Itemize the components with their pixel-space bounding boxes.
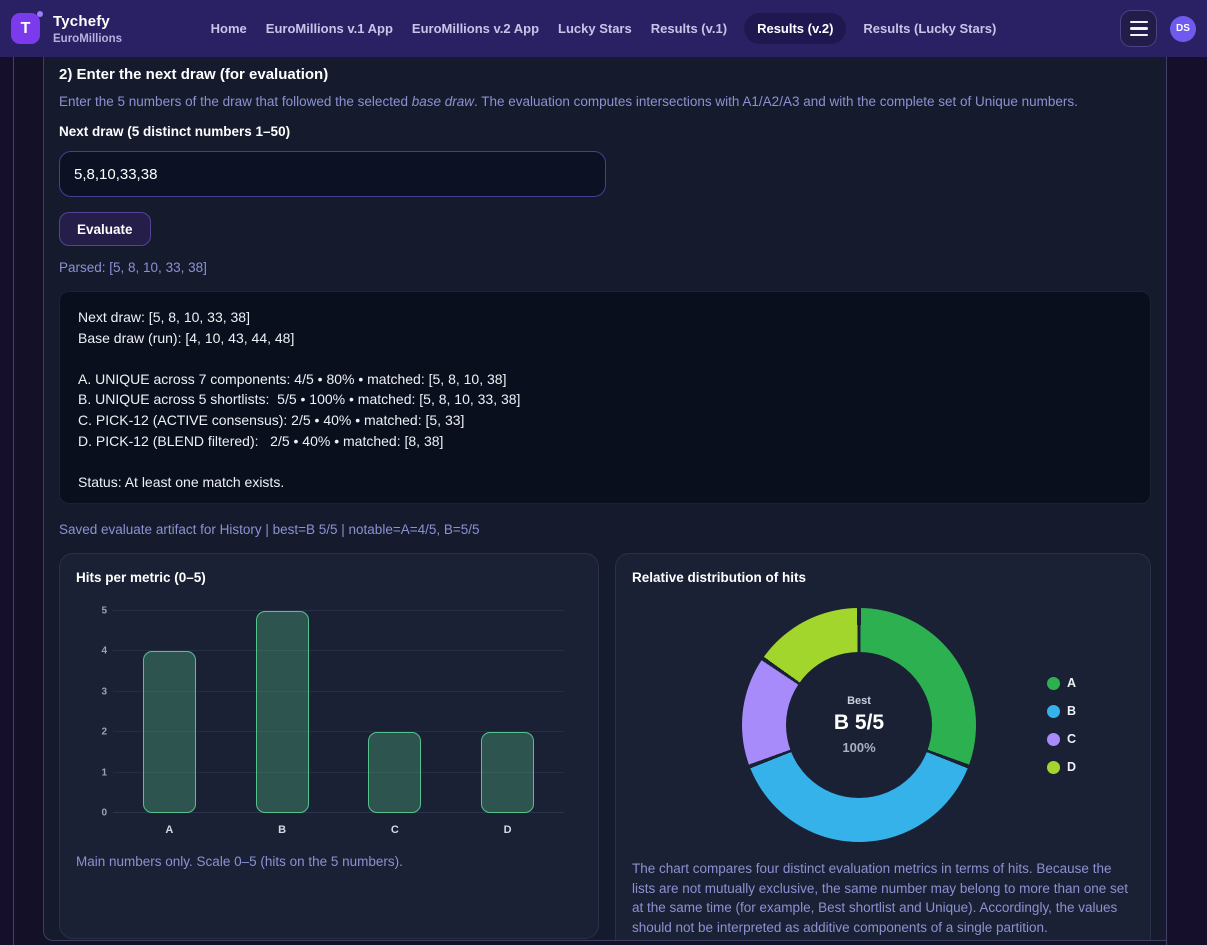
bar-chart-caption: Main numbers only. Scale 0–5 (hits on th…: [76, 854, 403, 869]
hits-bar-chart-card: Hits per metric (0–5) 0 1 2 3 4 5 A B C D Main n…: [59, 553, 599, 939]
nav-link-results-v-1-[interactable]: Results (v.1): [650, 21, 728, 36]
legend-item-c: C: [1047, 732, 1076, 746]
bar-chart-xlabels: A B C D: [113, 824, 564, 836]
hamburger-icon: [1129, 20, 1148, 24]
donut-chart-caption: The chart compares four distinct evaluat…: [632, 861, 1128, 935]
brand: T Tychefy EuroMillions: [11, 11, 122, 45]
legend-dot-b: [1047, 704, 1060, 718]
donut-center-sub-label: 100%: [842, 740, 876, 755]
evaluate-button[interactable]: Evaluate: [59, 212, 151, 246]
bar-column-b: [226, 611, 339, 813]
bar-column-c: [339, 611, 452, 813]
y-axis-tick: 1: [101, 767, 107, 779]
donut-chart: Best B 5/5 100%: [742, 608, 976, 842]
legend-label-a: A: [1067, 676, 1077, 690]
bar-chart-bars: [113, 611, 564, 813]
gridline: [113, 731, 564, 733]
legend-dot-c: [1047, 732, 1060, 746]
nav-links: Home EuroMillions v.1 App EuroMillions v.2…: [209, 0, 999, 57]
bar-chart-plot: 0 1 2 3 4 5: [101, 606, 564, 819]
donut-center-main-label: B 5/5: [833, 711, 885, 734]
x-axis-label-d: D: [503, 824, 512, 836]
brand-subtitle: EuroMillions: [53, 32, 122, 45]
bar-chart-title: Hits per metric (0–5): [76, 570, 206, 585]
base-draw-emphasis: base draw: [411, 94, 475, 109]
bar-column-a: [113, 611, 226, 813]
bar-c: [368, 732, 422, 813]
legend-label-b: B: [1067, 704, 1077, 718]
bar-column-d: [451, 611, 564, 813]
navbar: T Tychefy EuroMillions Home EuroMillions …: [0, 0, 1207, 57]
nav-link-euromillions-v-1-app[interactable]: EuroMillions v.1 App: [265, 21, 393, 36]
brand-title: Tychefy: [53, 12, 110, 30]
gridline: [113, 690, 564, 692]
nav-right: DS: [1120, 10, 1196, 47]
nav-link-lucky-stars[interactable]: Lucky Stars: [558, 21, 632, 36]
x-axis-label-a: A: [165, 824, 174, 836]
bar-d: [481, 732, 535, 813]
next-draw-input[interactable]: [59, 151, 606, 197]
distribution-donut-card: Relative distribution of hits Best B 5/5…: [615, 553, 1151, 940]
legend-label-d: D: [1067, 760, 1077, 774]
gridline: [113, 610, 564, 611]
bar-a: [142, 651, 196, 813]
legend-dot-a: [1047, 676, 1060, 690]
gridline: [113, 650, 564, 652]
nav-link-euromillions-v-2-app[interactable]: EuroMillions v.2 App: [411, 21, 540, 36]
evaluation-results-box: Next draw: [5, 8, 10, 33, 38] Base draw …: [59, 291, 1151, 504]
nav-link-results-lucky-stars-[interactable]: Results (Lucky Stars): [863, 21, 997, 36]
next-draw-label: Next draw (5 distinct numbers 1–50): [59, 124, 291, 139]
legend-dot-d: [1047, 760, 1060, 774]
donut-chart-title: Relative distribution of hits: [632, 570, 807, 585]
main-panel: 2) Enter the next draw (for evaluation) …: [13, 57, 1167, 945]
donut-center: Best B 5/5 100%: [786, 652, 932, 798]
y-axis-tick: 2: [101, 726, 107, 738]
x-axis-label-c: C: [390, 824, 399, 836]
nav-link-results-v-2-[interactable]: Results (v.2): [744, 13, 847, 44]
donut-center-top-label: Best: [847, 695, 871, 707]
y-axis-tick: 0: [101, 807, 107, 819]
gridline: [113, 812, 564, 813]
legend-label-c: C: [1067, 732, 1077, 746]
brand-logo-dot: [37, 11, 43, 17]
parsed-numbers: Parsed: [5, 8, 10, 33, 38]: [59, 260, 207, 275]
section-heading: 2) Enter the next draw (for evaluation): [59, 66, 329, 83]
nav-link-home[interactable]: Home: [210, 21, 247, 36]
saved-artifact-status: Saved evaluate artifact for History | be…: [59, 522, 480, 537]
brand-logo-letter: T: [20, 19, 31, 37]
x-axis-label-b: B: [278, 824, 287, 836]
hamburger-menu-button[interactable]: [1120, 10, 1157, 47]
y-axis-tick: 4: [101, 645, 107, 657]
y-axis-tick: 5: [101, 605, 107, 617]
section-description: Enter the 5 numbers of the draw that fol…: [59, 94, 1078, 109]
brand-logo[interactable]: T: [11, 11, 43, 44]
gridline: [113, 771, 564, 773]
legend-item-a: A: [1047, 676, 1076, 690]
avatar[interactable]: DS: [1170, 15, 1196, 42]
y-axis-tick: 3: [101, 686, 107, 698]
evaluation-section: 2) Enter the next draw (for evaluation) …: [43, 57, 1166, 941]
legend-item-b: B: [1047, 704, 1076, 718]
bar-b: [255, 611, 309, 813]
legend-item-d: D: [1047, 760, 1076, 774]
